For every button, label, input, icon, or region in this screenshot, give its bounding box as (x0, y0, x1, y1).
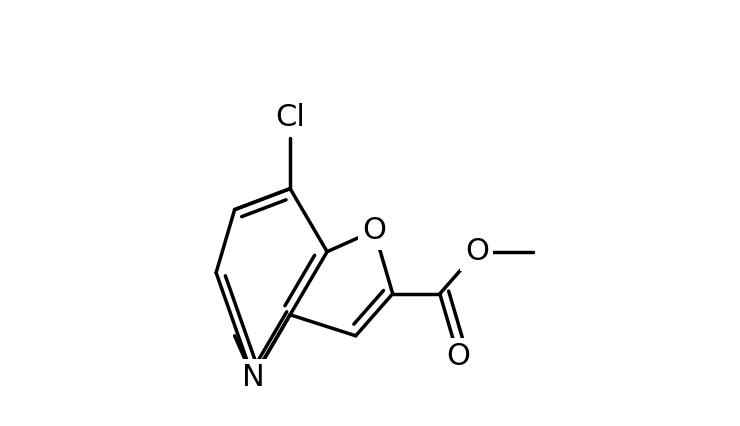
Text: O: O (465, 237, 489, 266)
Text: N: N (242, 363, 264, 392)
Text: Cl: Cl (275, 103, 305, 132)
Text: O: O (362, 216, 386, 245)
Text: O: O (446, 343, 471, 371)
